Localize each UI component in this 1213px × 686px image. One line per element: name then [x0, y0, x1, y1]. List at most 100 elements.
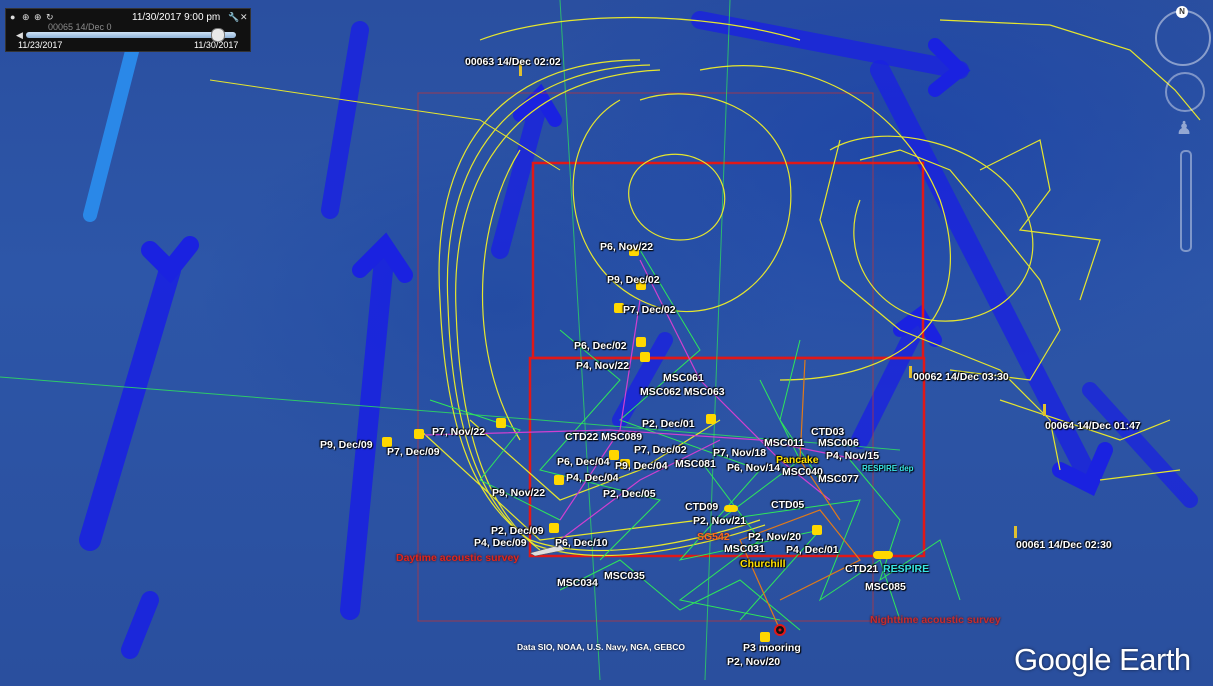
label-p2-dec05[interactable]: P2, Dec/05 [603, 488, 656, 500]
survey-boxes [417, 92, 926, 622]
zoom-slider[interactable] [1180, 150, 1192, 252]
label-p2-dec09[interactable]: P2, Dec/09 [491, 525, 544, 537]
label-p7-dec02-b[interactable]: P7, Dec/02 [634, 444, 687, 456]
label-ctd22-msc089[interactable]: CTD22 MSC089 [565, 431, 643, 443]
wind-arrow [612, 332, 673, 428]
drifter-pin-icon[interactable] [554, 475, 564, 485]
time-slider-thumb[interactable] [211, 28, 225, 42]
drifter-pin-icon[interactable] [812, 525, 822, 535]
drifter-pin-icon[interactable] [496, 418, 506, 428]
label-p6-nov14[interactable]: P6, Nov/14 [727, 462, 781, 474]
look-joystick[interactable] [1165, 72, 1205, 112]
drifter-pin-icon[interactable] [414, 429, 424, 439]
label-pancake[interactable]: Pancake [776, 454, 819, 466]
label-msc040[interactable]: MSC040 [782, 466, 823, 478]
label-p7-nov22[interactable]: P7, Nov/22 [432, 426, 486, 438]
label-ctd03[interactable]: CTD03 [811, 426, 845, 438]
label-msc077[interactable]: MSC077 [818, 473, 859, 485]
label-msc085[interactable]: MSC085 [865, 581, 906, 593]
label-ctd05[interactable]: CTD05 [771, 499, 805, 511]
label-p6-nov22[interactable]: P6, Nov/22 [600, 241, 654, 253]
label-sg542[interactable]: SG542 [697, 531, 730, 543]
wrench-icon[interactable]: 🔧 [228, 12, 240, 22]
glider-icon[interactable] [724, 505, 738, 512]
wind-arrow [928, 38, 971, 97]
label-p9-dec09[interactable]: P9, Dec/09 [320, 439, 373, 451]
label-p2-nov20-b[interactable]: P2, Nov/20 [727, 656, 781, 668]
mooring-target-icon[interactable] [774, 624, 786, 636]
label-00061[interactable]: 00061 14/Dec 02:30 [1016, 539, 1112, 551]
label-p6-dec02[interactable]: P6, Dec/02 [574, 340, 627, 352]
label-p2-nov21[interactable]: P2, Nov/21 [693, 515, 747, 527]
drifter-pin-icon[interactable] [760, 632, 770, 642]
time-slider-track[interactable] [26, 32, 236, 38]
label-p4-nov15[interactable]: P4, Nov/15 [826, 450, 880, 462]
label-p4-nov22[interactable]: P4, Nov/22 [576, 360, 630, 372]
label-00064[interactable]: 00064 14/Dec 01:47 [1045, 420, 1141, 432]
label-p9-nov22[interactable]: P9, Nov/22 [492, 487, 546, 499]
label-respire-dep[interactable]: RESPIRE dep [862, 464, 914, 473]
label-p9-dec02[interactable]: P9, Dec/02 [607, 274, 660, 286]
float-icon[interactable] [519, 62, 522, 76]
label-p4-dec01[interactable]: P4, Dec/01 [786, 544, 839, 556]
label-p4-dec09[interactable]: P4, Dec/09 [474, 537, 527, 549]
label-p6-dec10[interactable]: P6, Dec/10 [555, 537, 608, 549]
drifter-pin-icon[interactable] [640, 352, 650, 362]
label-p3-mooring[interactable]: P3 mooring [743, 642, 801, 654]
drifter-pin-icon[interactable] [609, 450, 619, 460]
label-msc034[interactable]: MSC034 [557, 577, 598, 589]
drifter-pin-icon[interactable] [629, 246, 639, 256]
transect-lines [0, 0, 901, 681]
wind-arrow [870, 60, 1100, 490]
float-icon[interactable] [1043, 404, 1046, 416]
compass-ring[interactable] [1155, 10, 1211, 66]
survey-box-lower [528, 356, 926, 558]
label-msc061[interactable]: MSC061 [663, 372, 704, 384]
step-back-icon[interactable]: ◀ [16, 30, 23, 40]
label-ctd09[interactable]: CTD09 [685, 501, 719, 513]
label-daytime-survey[interactable]: Daytime acoustic survey [396, 552, 520, 564]
label-p6-dec04[interactable]: P6, Dec/04 [557, 456, 610, 468]
wind-arrow [1052, 442, 1113, 496]
wind-arrow [691, 11, 969, 79]
label-respire[interactable]: RESPIRE [883, 563, 930, 575]
label-p4-dec04[interactable]: P4, Dec/04 [566, 472, 619, 484]
zoom-out-icon[interactable]: ⊕ [22, 12, 30, 22]
label-p7-dec09[interactable]: P7, Dec/09 [387, 446, 440, 458]
label-p9-dec04[interactable]: P9, Dec/04 [615, 460, 668, 472]
label-msc006[interactable]: MSC006 [818, 437, 859, 449]
drifter-pin-icon[interactable] [549, 523, 559, 533]
float-icon[interactable] [909, 366, 912, 378]
drifter-pin-icon[interactable] [706, 414, 716, 424]
close-icon[interactable]: ✕ [240, 12, 248, 22]
buoy-icon[interactable] [873, 551, 893, 559]
label-00062[interactable]: 00062 14/Dec 03:30 [913, 371, 1009, 383]
float-icon[interactable] [1014, 526, 1017, 538]
north-indicator-icon[interactable]: N [1176, 6, 1188, 18]
refresh-icon[interactable]: ↻ [46, 12, 54, 22]
drifter-pin-icon[interactable] [382, 437, 392, 447]
drifter-pin-icon[interactable] [636, 280, 646, 290]
drifter-tracks [419, 16, 1201, 557]
label-msc081[interactable]: MSC081 [675, 458, 716, 470]
label-p7-nov18[interactable]: P7, Nov/18 [713, 447, 767, 459]
label-p2-nov20[interactable]: P2, Nov/20 [748, 531, 802, 543]
street-view-person-icon[interactable]: ♟ [1176, 118, 1193, 138]
label-ctd21[interactable]: CTD21 [845, 563, 879, 575]
drifter-pin-icon[interactable] [620, 459, 630, 469]
drifter-pin-icon[interactable] [614, 303, 624, 313]
ship-icon[interactable] [529, 544, 566, 557]
label-msc062-msc063[interactable]: MSC062 MSC063 [640, 386, 725, 398]
label-p2-dec01[interactable]: P2, Dec/01 [642, 418, 695, 430]
label-msc035[interactable]: MSC035 [604, 570, 645, 582]
globe-icon[interactable]: ● [10, 12, 16, 22]
label-churchill[interactable]: Churchill [740, 558, 786, 570]
label-00063[interactable]: 00063 14/Dec 02:02 [465, 56, 561, 68]
drifter-pin-icon[interactable] [636, 337, 646, 347]
label-nighttime-survey[interactable]: Nighttime acoustic survey [870, 614, 1001, 626]
label-msc031[interactable]: MSC031 [724, 543, 765, 555]
label-msc011[interactable]: MSC011 [764, 437, 805, 449]
zoom-in-icon[interactable]: ⊕ [34, 12, 42, 22]
label-p7-dec02[interactable]: P7, Dec/02 [623, 304, 676, 316]
